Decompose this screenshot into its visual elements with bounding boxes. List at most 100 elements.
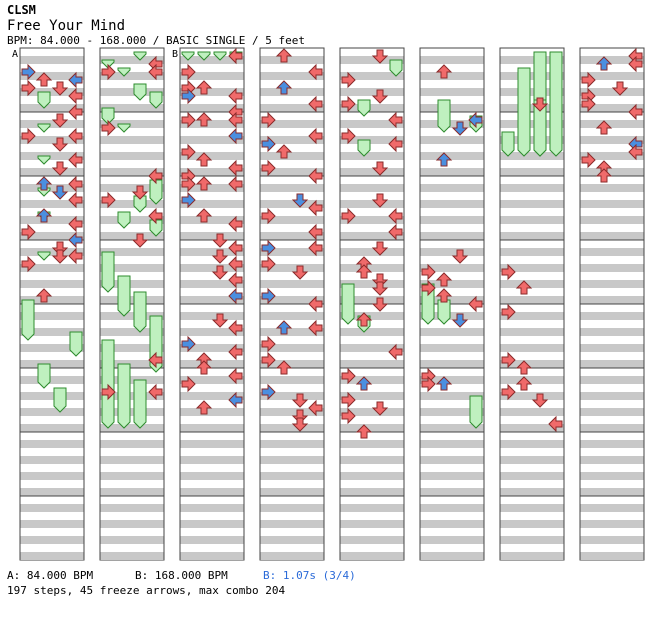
beat-stripe (100, 344, 164, 352)
beat-stripe (340, 152, 404, 160)
beat-stripe (580, 408, 644, 416)
freeze-arrow-icon (101, 59, 115, 69)
beat-stripe (180, 72, 244, 80)
freeze-arrow-icon (117, 123, 131, 133)
beat-stripe (500, 232, 564, 240)
beat-stripe (20, 120, 84, 128)
beat-stripe (420, 376, 484, 384)
beat-stripe (340, 536, 404, 544)
beat-stripe (260, 456, 324, 464)
beat-stripe (500, 504, 564, 512)
beat-stripe (100, 72, 164, 80)
arrow-icon (131, 233, 149, 248)
beat-stripe (500, 248, 564, 256)
beat-stripe (180, 440, 244, 448)
beat-stripe (20, 200, 84, 208)
arrow-icon (421, 279, 436, 297)
beat-stripe (100, 472, 164, 480)
arrow-icon (261, 287, 276, 305)
beat-stripe (420, 360, 484, 368)
beat-stripe (100, 280, 164, 288)
arrow-icon (501, 351, 516, 369)
beat-stripe (580, 152, 644, 160)
freeze-arrow-icon (133, 195, 147, 213)
arrow-icon (228, 239, 243, 257)
arrow-icon (181, 375, 196, 393)
beat-stripe (180, 232, 244, 240)
beat-stripe (420, 408, 484, 416)
beat-stripe (260, 536, 324, 544)
beat-stripe (180, 296, 244, 304)
arrow-icon (131, 185, 149, 200)
arrow-icon (261, 159, 276, 177)
beat-stripe (580, 296, 644, 304)
arrow-icon (228, 367, 243, 385)
beat-stripe (100, 392, 164, 400)
arrow-icon (275, 80, 293, 95)
beat-stripe (180, 328, 244, 336)
beat-stripe (260, 232, 324, 240)
beat-stripe (500, 376, 564, 384)
beat-stripe (340, 504, 404, 512)
beat-stripe (20, 168, 84, 176)
beat-stripe (100, 424, 164, 432)
beat-stripe (100, 504, 164, 512)
beat-stripe (100, 312, 164, 320)
arrow-icon (228, 159, 243, 177)
measure-column (579, 47, 645, 561)
arrow-icon (21, 223, 36, 241)
arrow-icon (68, 87, 83, 105)
beat-stripe (260, 472, 324, 480)
beat-stripe (260, 376, 324, 384)
beat-stripe (180, 280, 244, 288)
beat-stripe (580, 232, 644, 240)
artist-name: CLSM (7, 3, 36, 17)
beat-stripe (180, 472, 244, 480)
beat-stripe (20, 104, 84, 112)
arrow-icon (211, 313, 229, 328)
beat-stripe (500, 360, 564, 368)
stop-label: B: 1.07s (3/4) (263, 569, 356, 582)
arrow-icon (291, 417, 309, 432)
arrow-icon (341, 127, 356, 145)
arrow-icon (68, 215, 83, 233)
arrow-icon (341, 71, 356, 89)
beat-stripe (20, 344, 84, 352)
beat-stripe (340, 232, 404, 240)
beat-stripe (20, 472, 84, 480)
arrow-icon (308, 319, 323, 337)
beat-stripe (340, 312, 404, 320)
beat-stripe (180, 248, 244, 256)
arrow-icon (451, 313, 469, 328)
arrow-icon (228, 87, 243, 105)
beat-stripe (260, 248, 324, 256)
beat-stripe (580, 88, 644, 96)
freeze-arrow-icon (133, 83, 147, 101)
beat-stripe (340, 392, 404, 400)
freeze-arrow-icon (133, 291, 147, 333)
beat-stripe (500, 520, 564, 528)
beat-stripe (580, 552, 644, 560)
freeze-arrow-icon (37, 155, 51, 165)
arrow-icon (148, 351, 163, 369)
beat-stripe (500, 56, 564, 64)
arrow-icon (531, 97, 549, 112)
arrow-icon (515, 376, 533, 391)
arrow-icon (501, 303, 516, 321)
beat-stripe (580, 440, 644, 448)
freeze-arrow-icon (437, 99, 451, 133)
arrow-icon (421, 375, 436, 393)
arrow-icon (628, 143, 643, 161)
arrow-icon (371, 49, 389, 64)
beat-stripe (420, 392, 484, 400)
arrow-icon (261, 207, 276, 225)
beat-stripe (420, 72, 484, 80)
beat-stripe (420, 248, 484, 256)
beat-stripe (20, 360, 84, 368)
beat-stripe (580, 392, 644, 400)
beat-stripe (100, 216, 164, 224)
freeze-arrow-icon (117, 67, 131, 77)
freeze-arrow-icon (101, 251, 115, 293)
freeze-arrow-icon (101, 339, 115, 429)
beat-stripe (20, 296, 84, 304)
